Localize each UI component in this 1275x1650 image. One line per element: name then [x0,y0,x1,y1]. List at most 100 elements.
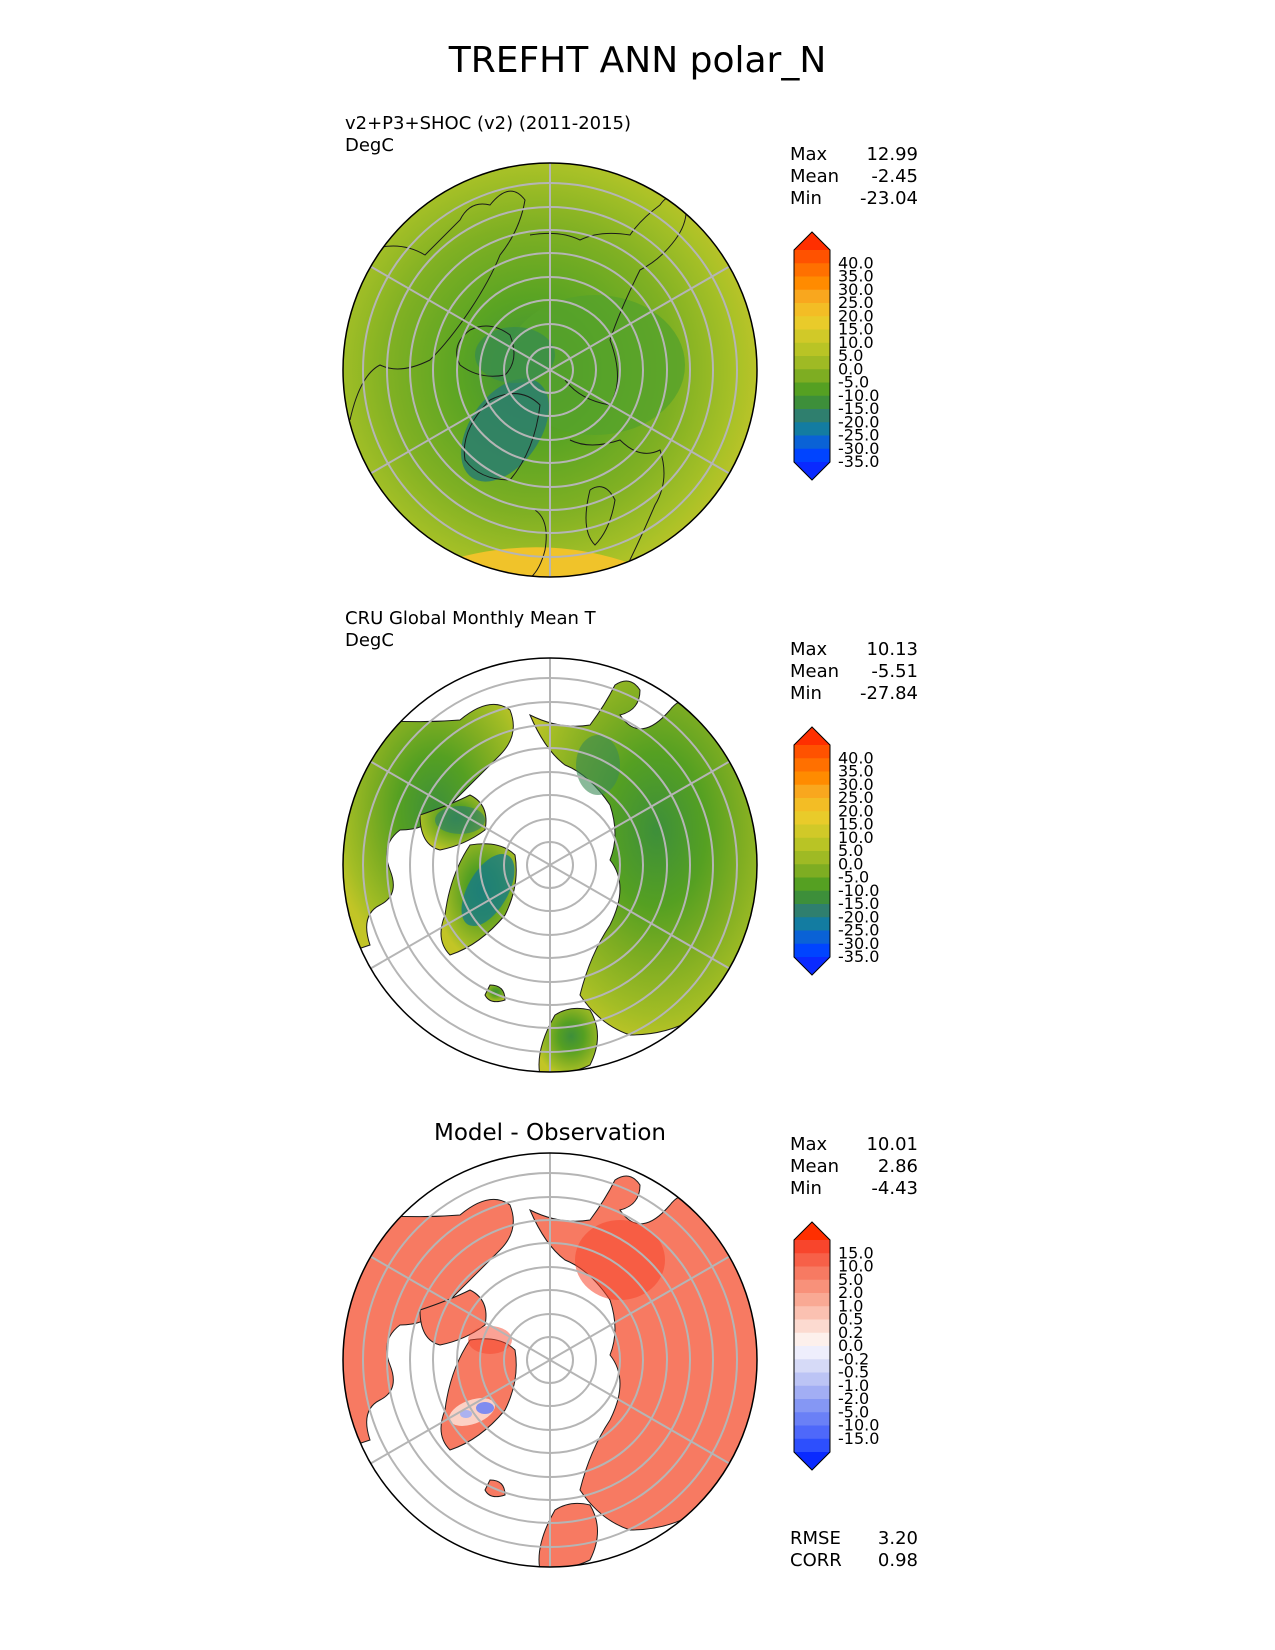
graticule [362,658,738,1072]
panel-2-units: DegC [345,630,394,651]
rmse-value: 3.20 [877,1528,918,1549]
stat-label: Min [790,188,822,209]
colorbar-tick-label: -25.0 [838,921,879,940]
corr-label: CORR [790,1550,842,1571]
stat-value: 10.13 [866,639,918,660]
colorbar-extension-bottom [794,462,830,480]
colorbar-segment [794,342,830,357]
diff-title: Model - Observation [433,1120,667,1146]
colorbar-segment [794,930,830,945]
colorbar-segment [794,890,830,905]
colorbar-tick-label: -5.0 [838,868,869,887]
colorbar-segment [794,1425,830,1440]
colorbar-segment [794,1240,830,1254]
stat-value: -4.43 [871,1178,918,1199]
colorbar-tick-label: -5.0 [838,1402,869,1421]
colorbar-segment [794,837,830,852]
colorbar-segment [794,1279,830,1294]
strong-warm-bias-archipelago [468,1326,512,1354]
colorbar-segment [794,864,830,878]
colorbar-segment [794,1359,830,1373]
panel-3-map [342,1152,758,1568]
colorbar-tick-label: -35.0 [838,947,879,966]
greenland-cold-region [461,378,549,482]
stat-value: 12.99 [866,144,918,165]
panel-3-metrics: RMSE 3.20 CORR 0.98 [790,1528,918,1572]
stat-label: Max [790,1134,828,1155]
colorbar-tick-label: 40.0 [838,253,874,272]
colorbar-tick-label: 30.0 [838,280,874,299]
colorbar-segment [794,1346,830,1360]
colorbar-segment [794,263,830,277]
colorbar-tick-label: 1.0 [838,1296,863,1315]
map-boundary [342,657,758,1073]
colorbar-segment [794,745,830,759]
colorbar-segment [794,435,830,450]
colorbar-segment [794,824,830,839]
figure-title: TREFHT ANN polar_N [448,40,827,81]
panel-2-colorbar: 40.035.030.025.020.015.010.05.00.0-5.0-1… [793,726,879,976]
colorbar-tick-label: -20.0 [838,907,879,926]
colorbar-tick-label: -20.0 [838,412,879,431]
colorbar-segment [794,917,830,931]
colorbar-tick-label: 10.0 [838,1257,874,1276]
colorbar-segment [794,1438,830,1453]
colorbar-segment [794,289,830,304]
panel-1-title: v2+P3+SHOC (v2) (2011-2015) DegC [345,113,631,157]
stat-label: Min [790,683,822,704]
colorbar-segment [794,250,830,264]
colorbar-tick-label: 15.0 [838,1243,874,1262]
colorbar-segment [794,382,830,397]
colorbar-segment [794,1385,830,1400]
colorbar-tick-label: -10.0 [838,881,879,900]
panel-2-map [342,657,758,1073]
panel-1-units: DegC [345,135,394,156]
colorbar-tick-label: -0.2 [838,1349,869,1368]
stat-value: 2.86 [877,1156,918,1177]
colorbar-tick-label: 25.0 [838,788,874,807]
colorbar-tick-label: 5.0 [838,1270,863,1289]
colorbar-segment [794,1412,830,1426]
stat-label: Max [790,639,828,660]
stat-value: -27.84 [859,683,918,704]
colorbar-tick-label: 0.5 [838,1310,863,1329]
colorbar-tick-label: -15.0 [838,894,879,913]
colorbar-extension-top [794,1222,830,1240]
colorbar-tick-label: 0.0 [838,1336,863,1355]
colorbar-tick-label: 15.0 [838,320,874,339]
colorbar-segment [794,356,830,370]
stat-label: Mean [790,166,840,187]
stat-label: Mean [790,1156,840,1177]
colorbar-segment [794,904,830,918]
stat-label: Max [790,144,828,165]
panel-1-title-line-1: v2+P3+SHOC (v2) (2011-2015) [345,113,632,134]
cold-bias-greenland [476,1402,494,1414]
colorbar-segment [794,1306,830,1320]
colorbar-tick-label: 0.0 [838,359,863,378]
colorbar-segment [794,329,830,344]
colorbar-outline [793,726,831,976]
colorbar-segment [794,316,830,330]
colorbar-segment [794,784,830,799]
colorbar-segment [794,422,830,436]
colorbar-tick-label: -15.0 [838,1429,879,1448]
colorbar-segment [794,943,830,958]
colorbar-segment [794,851,830,865]
panel-1-stats: Max 12.99 Mean -2.45 Min -23.04 [790,144,918,210]
colorbar-tick-label: 20.0 [838,801,874,820]
colorbar-extension-top [794,232,830,250]
stat-value: -2.45 [871,166,918,187]
colorbar-tick-label: 0.0 [838,854,863,873]
colorbar-extension-top [794,727,830,745]
arctic-cold-region [475,327,555,383]
colorbar-segment [794,1253,830,1267]
colorbar-tick-label: -35.0 [838,452,879,471]
colorbar-tick-label: 0.2 [838,1323,863,1342]
rmse-label: RMSE [790,1528,841,1549]
panel-2-stats: Max 10.13 Mean -5.51 Min -27.84 [790,639,918,705]
stat-label: Min [790,1178,822,1199]
panel-3-stats: Max 10.01 Mean 2.86 Min -4.43 [790,1134,918,1200]
colorbar-tick-label: -5.0 [838,373,869,392]
colorbar-tick-label: 5.0 [838,346,863,365]
panel-1-colorbar: 40.035.030.025.020.015.010.05.00.0-5.0-1… [793,231,879,481]
